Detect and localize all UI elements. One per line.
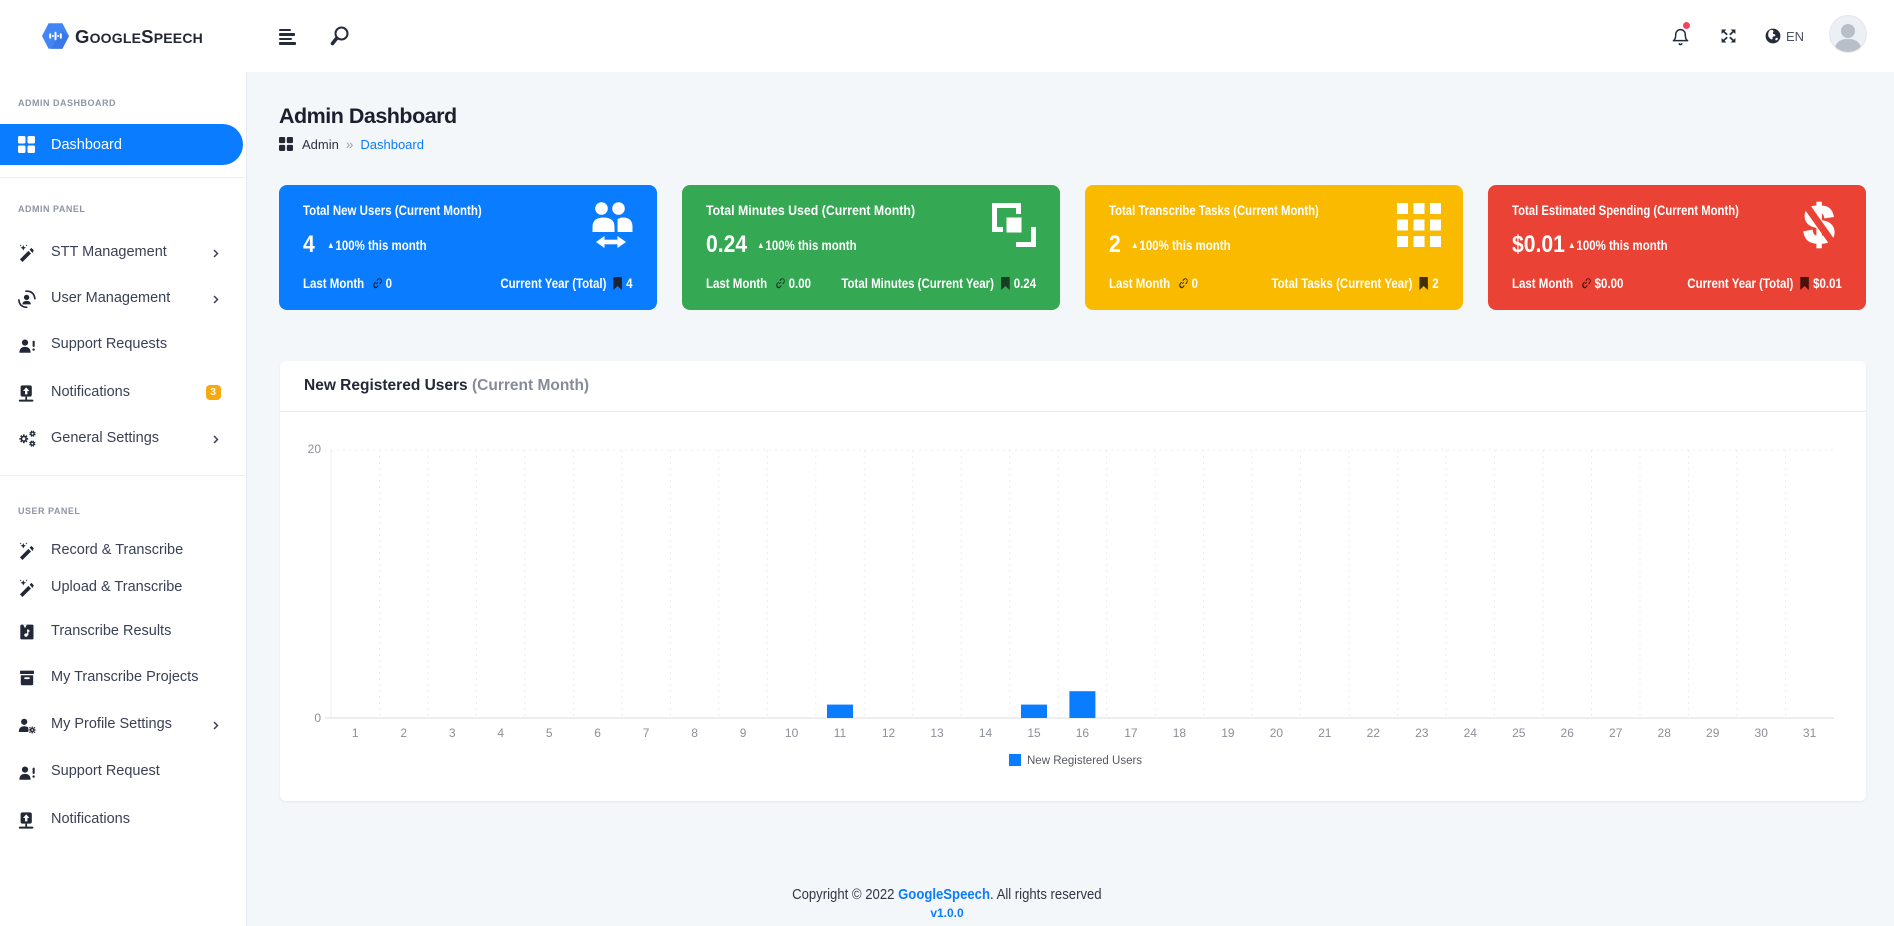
svg-text:24: 24 [1464,726,1478,740]
svg-text:12: 12 [882,726,896,740]
svg-text:19: 19 [1221,726,1235,740]
svg-text:27: 27 [1609,726,1623,740]
svg-text:28: 28 [1658,726,1672,740]
svg-text:20: 20 [308,442,322,456]
svg-text:0: 0 [314,711,321,725]
svg-text:18: 18 [1173,726,1187,740]
svg-text:2: 2 [400,726,407,740]
svg-text:8: 8 [691,726,698,740]
svg-text:16: 16 [1076,726,1090,740]
svg-text:23: 23 [1415,726,1429,740]
svg-text:30: 30 [1755,726,1769,740]
svg-text:15: 15 [1027,726,1041,740]
svg-text:1: 1 [352,726,359,740]
svg-text:11: 11 [834,726,847,740]
svg-text:New Registered Users: New Registered Users [1027,755,1142,767]
svg-text:7: 7 [643,726,650,740]
svg-text:29: 29 [1706,726,1720,740]
svg-text:10: 10 [785,726,799,740]
svg-text:3: 3 [449,726,456,740]
svg-text:22: 22 [1367,726,1381,740]
svg-text:21: 21 [1318,726,1332,740]
svg-text:14: 14 [979,726,993,740]
svg-text:4: 4 [497,726,504,740]
svg-text:25: 25 [1512,726,1526,740]
svg-text:9: 9 [740,726,747,740]
svg-text:31: 31 [1803,726,1817,740]
svg-text:13: 13 [930,726,944,740]
svg-text:26: 26 [1561,726,1575,740]
svg-text:5: 5 [546,726,553,740]
svg-text:17: 17 [1124,726,1138,740]
svg-text:20: 20 [1270,726,1284,740]
svg-text:6: 6 [594,726,601,740]
